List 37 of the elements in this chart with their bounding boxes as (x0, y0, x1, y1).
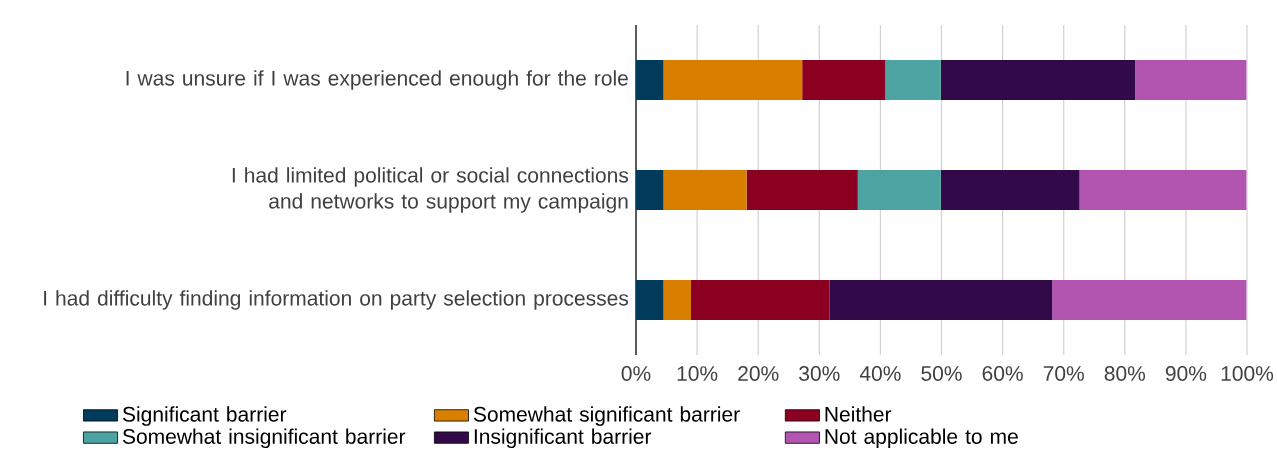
x-tick-label: 50% (921, 366, 962, 381)
x-tick-label: 20% (738, 366, 779, 381)
x-tick-label: 30% (799, 366, 840, 381)
bar (1135, 60, 1247, 100)
bar (663, 60, 803, 100)
bar (746, 169, 858, 210)
bar (1079, 169, 1247, 210)
bar (663, 279, 691, 320)
bar (885, 60, 941, 100)
x-tick-label: 10% (677, 366, 718, 381)
y-tick-label: I was unsure if I was experienced enough for the role (126, 70, 628, 90)
y-tick-label: I had limited political or social connections and networks to support my campaign (232, 167, 629, 213)
x-tick-label: 80% (1104, 366, 1146, 381)
bar (1052, 279, 1247, 320)
bar (690, 279, 830, 320)
legend-label: Neither (825, 406, 892, 422)
x-tick-label: 0% (621, 366, 651, 381)
bar (829, 279, 1053, 320)
x-tick-label: 40% (859, 366, 901, 381)
bar (940, 60, 1136, 100)
legend-label: Insignificant barrier (474, 428, 652, 449)
x-tick-label: 90% (1165, 366, 1207, 381)
bar (940, 169, 1080, 210)
legend-label: Somewhat insignificant barrier (122, 428, 406, 449)
y-tick-label: I had difficulty finding information on party selection processes (44, 290, 629, 310)
bar (636, 60, 664, 100)
bar (802, 60, 886, 100)
x-tick-label: 100% (1221, 366, 1274, 381)
bar (636, 169, 664, 210)
legend-label: Somewhat significant barrier (473, 406, 740, 426)
bar (857, 169, 941, 210)
x-tick-label: 60% (982, 366, 1023, 381)
bar (663, 169, 747, 210)
x-tick-label: 70% (1043, 366, 1084, 381)
legend-label: Not applicable to me (825, 428, 1018, 449)
legend-label: Significant barrier (122, 406, 287, 426)
bar (636, 279, 664, 320)
